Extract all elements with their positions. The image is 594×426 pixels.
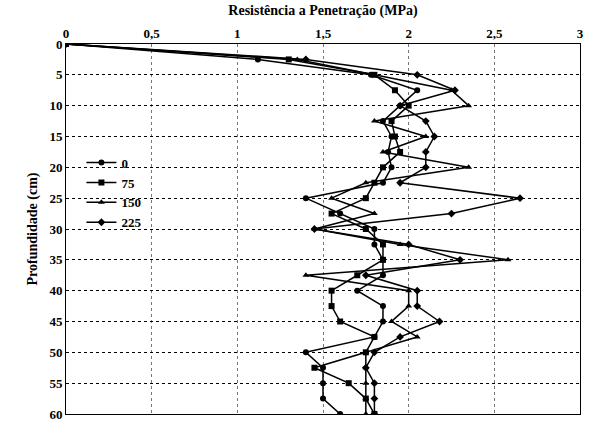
svg-text:40: 40 bbox=[49, 283, 62, 298]
svg-text:5: 5 bbox=[56, 67, 63, 82]
svg-text:0,5: 0,5 bbox=[144, 26, 161, 41]
svg-text:30: 30 bbox=[49, 222, 62, 237]
svg-text:1: 1 bbox=[234, 26, 241, 41]
svg-text:150: 150 bbox=[121, 195, 141, 210]
svg-text:15: 15 bbox=[49, 129, 63, 144]
svg-text:2: 2 bbox=[405, 26, 412, 41]
svg-text:75: 75 bbox=[121, 176, 135, 191]
svg-text:35: 35 bbox=[49, 252, 63, 267]
svg-text:45: 45 bbox=[49, 314, 63, 329]
svg-text:55: 55 bbox=[49, 376, 63, 391]
svg-text:0: 0 bbox=[63, 26, 70, 41]
svg-text:2,5: 2,5 bbox=[486, 26, 503, 41]
svg-text:0: 0 bbox=[56, 37, 63, 52]
svg-text:3: 3 bbox=[577, 26, 584, 41]
svg-text:20: 20 bbox=[49, 160, 62, 175]
svg-text:225: 225 bbox=[121, 215, 141, 230]
svg-text:60: 60 bbox=[49, 407, 62, 422]
svg-text:10: 10 bbox=[49, 98, 62, 113]
svg-text:0: 0 bbox=[121, 156, 128, 171]
svg-text:Profundidade (cm): Profundidade (cm) bbox=[25, 172, 41, 285]
svg-text:Resistência a Penetração (MPa): Resistência a Penetração (MPa) bbox=[228, 3, 418, 19]
svg-text:50: 50 bbox=[49, 345, 62, 360]
svg-text:25: 25 bbox=[49, 191, 63, 206]
svg-text:1,5: 1,5 bbox=[315, 26, 332, 41]
